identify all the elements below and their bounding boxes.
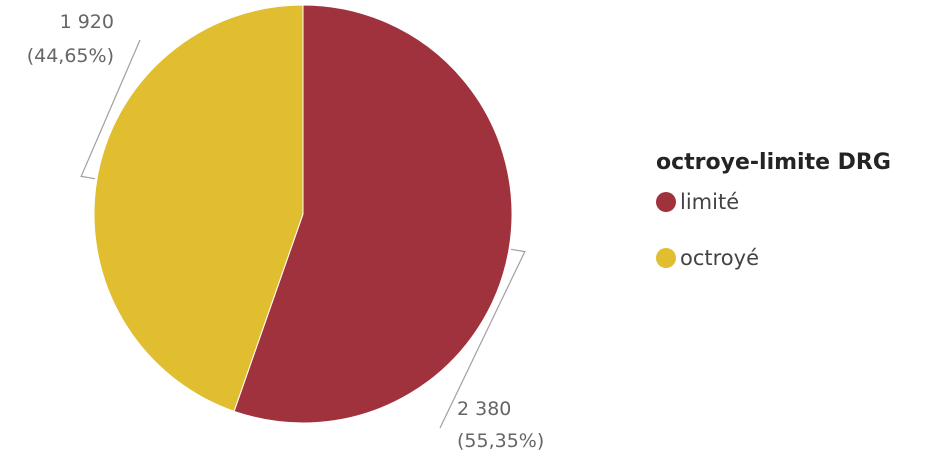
- data-labels: 2 380 (55,35%) 1 920 (44,65%): [27, 11, 545, 452]
- leader-lines: [80, 39, 526, 429]
- leader-line: [439, 248, 526, 429]
- pie-slice-octroye[interactable]: [93, 4, 304, 412]
- pie-slice-limite[interactable]: [233, 4, 513, 424]
- legend-title: octroye-limite DRG: [656, 150, 891, 175]
- data-label-percent: (44,65%): [27, 45, 114, 67]
- legend-label: limité: [680, 190, 740, 214]
- legend-marker-icon: [656, 248, 676, 268]
- legend: octroye-limite DRG limité octroyé: [656, 150, 891, 299]
- legend-item-octroye[interactable]: octroyé: [656, 243, 891, 273]
- legend-marker-icon: [656, 192, 676, 212]
- leader-line: [80, 39, 141, 180]
- legend-item-limite[interactable]: limité: [656, 187, 891, 217]
- data-label-percent: (55,35%): [457, 430, 544, 452]
- pie-slices: [93, 4, 513, 424]
- data-label-value: 2 380: [457, 398, 511, 420]
- legend-label: octroyé: [680, 246, 759, 270]
- data-label-value: 1 920: [60, 11, 114, 33]
